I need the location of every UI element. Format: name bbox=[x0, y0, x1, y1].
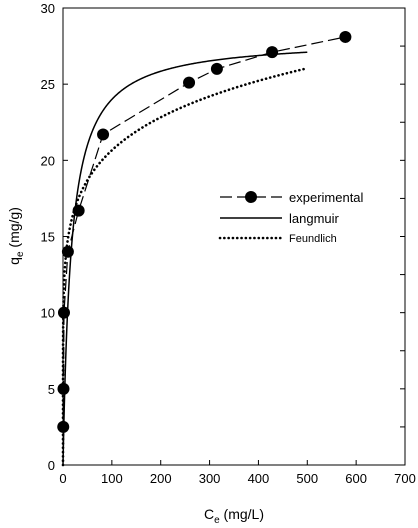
x-axis-title: Ce (mg/L) bbox=[204, 506, 264, 526]
x-tick-label: 200 bbox=[150, 471, 172, 486]
y-tick-label: 0 bbox=[48, 458, 55, 473]
right-axis-ticks bbox=[400, 45, 405, 428]
plot-border bbox=[62, 7, 406, 466]
y-tick-label: 5 bbox=[48, 382, 55, 397]
data-point-experimental bbox=[339, 30, 352, 43]
x-tick-label: 500 bbox=[296, 471, 318, 486]
x-tick-label: 600 bbox=[345, 471, 367, 486]
series-layer bbox=[57, 30, 352, 467]
plot-frame bbox=[62, 7, 406, 466]
x-tick-label: 700 bbox=[394, 471, 416, 486]
x-tick-label: 100 bbox=[101, 471, 123, 486]
legend-feundlich-label: Feundlich bbox=[289, 233, 337, 245]
x-tick-label: 300 bbox=[199, 471, 221, 486]
y-tick-label: 20 bbox=[41, 153, 55, 168]
y-axis-title: qe (mg/g) bbox=[6, 207, 26, 265]
legend-experimental-marker bbox=[245, 191, 257, 203]
legend-experimental-label: experimental bbox=[289, 190, 364, 205]
legend-langmuir-label: langmuir bbox=[289, 211, 340, 226]
data-point-experimental bbox=[97, 128, 110, 141]
y-tick-label: 10 bbox=[41, 306, 55, 321]
legend: experimental langmuir Feundlich bbox=[218, 190, 364, 245]
series-line-feundlich bbox=[61, 66, 309, 467]
data-point-experimental bbox=[210, 62, 223, 75]
data-point-experimental bbox=[183, 76, 196, 89]
data-point-experimental bbox=[57, 382, 70, 395]
series-line-experimental bbox=[62, 36, 346, 427]
data-point-experimental bbox=[266, 46, 279, 59]
series-line-langmuir bbox=[62, 51, 308, 465]
x-tick-label: 400 bbox=[248, 471, 270, 486]
x-axis: 0 100 200 300 400 500 600 700 bbox=[59, 460, 416, 486]
y-tick-label: 30 bbox=[41, 1, 55, 16]
x-tick-label: 0 bbox=[59, 471, 66, 486]
y-tick-label: 25 bbox=[41, 77, 55, 92]
y-tick-label: 15 bbox=[41, 230, 55, 245]
